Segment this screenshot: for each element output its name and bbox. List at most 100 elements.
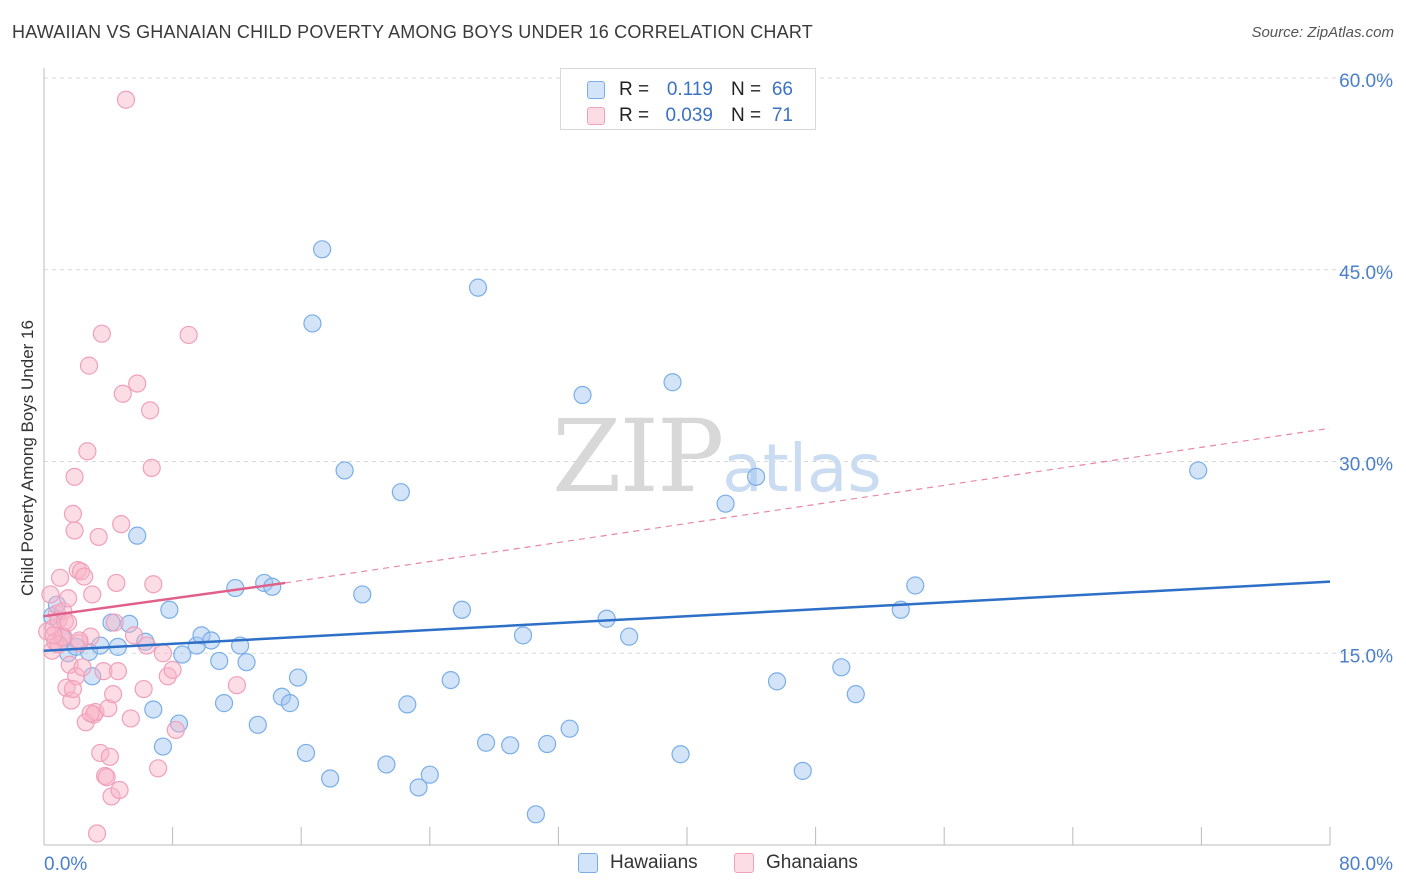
point-ghanaians (78, 442, 97, 461)
point-hawaiians (597, 609, 616, 628)
point-ghanaians (124, 626, 144, 645)
point-hawaiians (793, 761, 812, 780)
watermark: ZIPatlas (552, 398, 882, 515)
point-ghanaians (153, 644, 173, 663)
trend-line-hawaiians (43, 580, 1331, 652)
point-ghanaians (121, 709, 140, 728)
legend-n-label: N = (731, 79, 762, 100)
x-tick-label: 0.0% (44, 854, 87, 875)
point-hawaiians (321, 769, 340, 788)
point-ghanaians (75, 567, 94, 586)
chart-title: HAWAIIAN VS GHANAIAN CHILD POVERTY AMONG… (12, 22, 813, 42)
legend-row-hawaiians: R = 0.119 N = 66 (561, 77, 815, 103)
point-ghanaians (116, 90, 136, 109)
point-hawaiians (671, 745, 690, 764)
legend-n-value: 66 (771, 79, 793, 100)
point-hawaiians (716, 494, 735, 513)
point-ghanaians (227, 676, 246, 695)
legend-n-label: N = (731, 105, 762, 126)
point-hawaiians (288, 668, 308, 687)
point-ghanaians (59, 613, 78, 632)
point-hawaiians (248, 715, 267, 734)
bottom-legend-swatch-ghanaians (734, 853, 754, 873)
bottom-legend-label-hawaiians: Hawaiians (610, 852, 698, 873)
y-tick-label: 30.0% (1339, 455, 1393, 476)
point-hawaiians (192, 626, 211, 645)
point-ghanaians (62, 691, 81, 710)
point-ghanaians (83, 585, 102, 604)
watermark-zip: ZIP (552, 398, 724, 515)
point-ghanaians (50, 568, 70, 587)
point-ghanaians (112, 515, 131, 534)
point-ghanaians (63, 504, 83, 524)
point-hawaiians (335, 461, 354, 480)
point-hawaiians (513, 626, 533, 645)
point-ghanaians (100, 747, 120, 766)
point-hawaiians (1189, 461, 1208, 480)
legend-row-ghanaians: R = 0.039 N = 71 (561, 103, 815, 129)
point-hawaiians (526, 805, 545, 824)
point-hawaiians (377, 755, 396, 774)
point-ghanaians (81, 704, 100, 723)
point-ghanaians (91, 743, 110, 763)
point-hawaiians (906, 576, 925, 595)
point-ghanaians (92, 324, 111, 343)
y-tick-label: 15.0% (1339, 646, 1393, 667)
point-ghanaians (87, 824, 107, 843)
point-ghanaians (71, 562, 91, 581)
point-ghanaians (41, 585, 60, 604)
point-hawaiians (501, 736, 520, 755)
point-hawaiians (441, 670, 460, 690)
point-ghanaians (108, 662, 128, 681)
point-hawaiians (144, 700, 163, 719)
point-hawaiians (120, 614, 139, 633)
point-hawaiians (846, 685, 865, 704)
chart-source: Source: ZipAtlas.com (1251, 24, 1394, 41)
point-hawaiians (153, 737, 173, 756)
point-hawaiians (128, 526, 147, 545)
trend-extension-ghanaians (285, 427, 1331, 584)
point-hawaiians (832, 658, 851, 677)
point-hawaiians (476, 733, 496, 752)
point-ghanaians (104, 685, 123, 704)
point-ghanaians (179, 325, 198, 345)
point-hawaiians (538, 734, 557, 754)
point-ghanaians (110, 780, 129, 800)
x-tick-label: 80.0% (1339, 854, 1393, 875)
point-ghanaians (149, 759, 168, 778)
point-hawaiians (296, 743, 316, 763)
point-hawaiians (468, 278, 488, 297)
point-ghanaians (79, 356, 99, 375)
point-ghanaians (97, 768, 116, 787)
point-ghanaians (144, 575, 163, 594)
point-hawaiians (312, 240, 332, 259)
point-ghanaians (134, 679, 153, 699)
point-ghanaians (65, 467, 84, 486)
point-hawaiians (353, 585, 372, 604)
point-ghanaians (105, 613, 124, 632)
point-ghanaians (107, 573, 126, 593)
point-ghanaians (70, 631, 89, 650)
point-hawaiians (573, 385, 592, 405)
point-hawaiians (767, 672, 787, 691)
point-ghanaians (142, 458, 161, 477)
point-ghanaians (113, 384, 132, 403)
point-hawaiians (173, 645, 192, 664)
point-ghanaians (59, 589, 78, 608)
point-ghanaians (166, 720, 185, 740)
y-tick-label: 45.0% (1339, 263, 1393, 284)
legend-n-value: 71 (771, 105, 793, 126)
point-ghanaians (94, 662, 113, 681)
legend-r-value: 0.119 (666, 79, 713, 100)
point-hawaiians (237, 653, 256, 672)
point-ghanaians (128, 374, 147, 393)
point-ghanaians (99, 699, 118, 718)
point-ghanaians (65, 521, 84, 540)
point-ghanaians (140, 401, 160, 420)
watermark-atlas: atlas (722, 430, 882, 507)
point-hawaiians (560, 719, 579, 738)
legend-swatch-ghanaians (587, 107, 605, 125)
point-hawaiians (280, 694, 300, 713)
point-hawaiians (398, 695, 417, 714)
point-hawaiians (409, 778, 428, 797)
